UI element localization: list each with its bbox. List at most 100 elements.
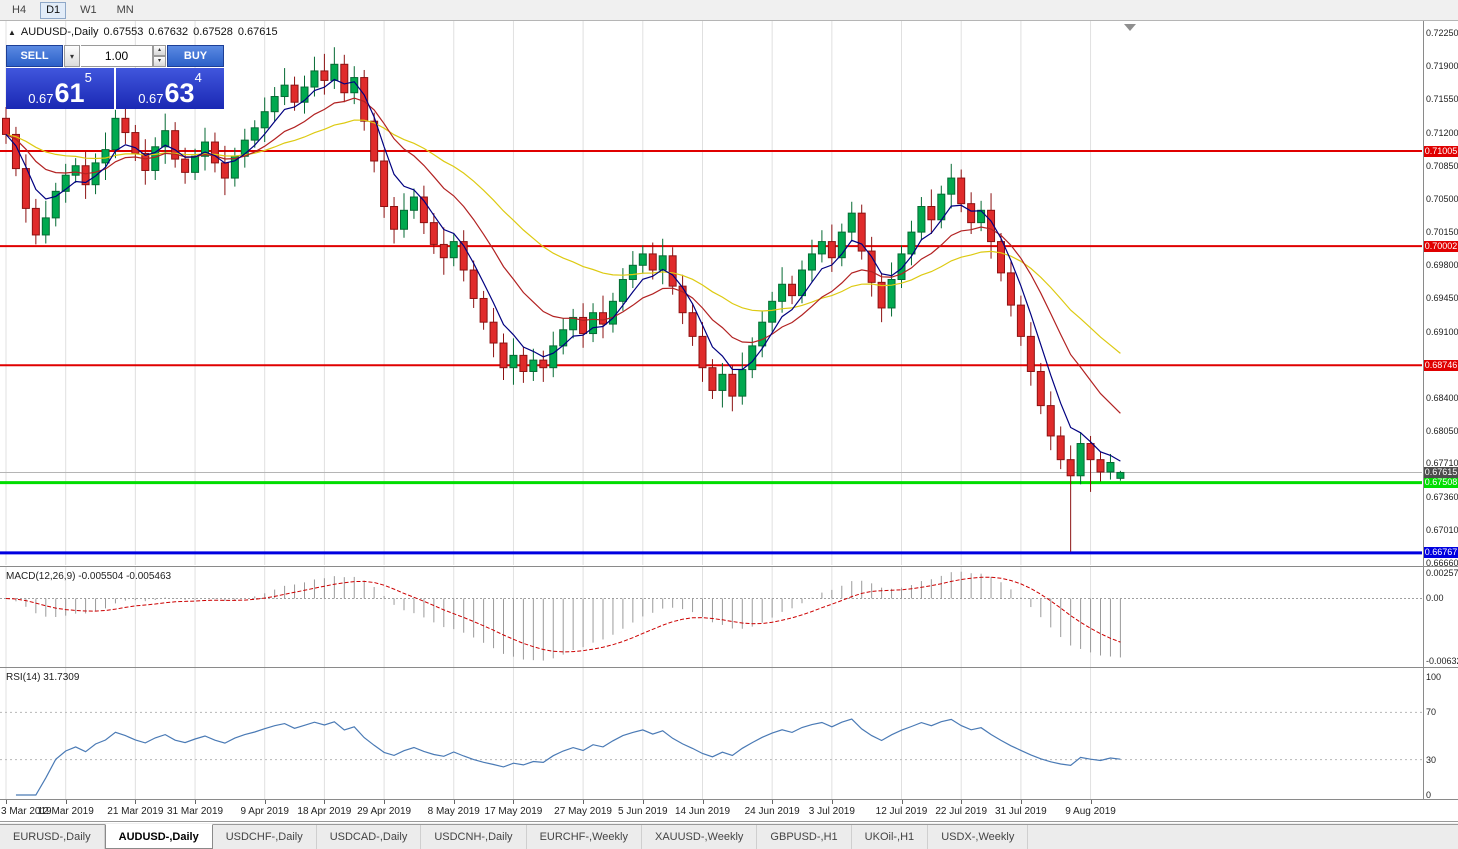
horizontal-levels-layer[interactable] <box>0 150 1422 555</box>
time-tick <box>772 800 774 804</box>
volume-dropdown-button[interactable]: ▾ <box>64 45 80 67</box>
pane-separator[interactable] <box>0 799 1458 800</box>
price-axis-label: 0.69100 <box>1426 326 1458 337</box>
price-axis-label: 0.69800 <box>1426 260 1458 271</box>
time-axis[interactable]: 3 Mar 2019 12 Mar 2019 21 Mar 2019 31 Mar 2… <box>0 800 1422 821</box>
time-tick <box>264 800 266 804</box>
macd-pane[interactable] <box>0 567 1422 667</box>
bid-price-display[interactable]: 0.67 61 5 <box>6 68 114 109</box>
chart-tab-xauusd[interactable]: XAUUSD-,Weekly <box>642 825 758 849</box>
time-axis-label: 8 May 2019 <box>427 806 480 817</box>
volume-input[interactable] <box>81 45 153 67</box>
time-tick <box>453 800 455 804</box>
price-scale[interactable]: 0.72250 0.71900 0.71550 0.71200 0.70850 0.705… <box>1423 21 1458 800</box>
bid-prefix: 0.67 <box>28 91 54 106</box>
ohlc-close: 0.67615 <box>237 26 278 38</box>
pane-separator[interactable] <box>0 667 1458 668</box>
price-axis-label: 0.68400 <box>1426 393 1458 404</box>
chart-tab-usdcnh[interactable]: USDCNH-,Daily <box>421 825 527 849</box>
chart-tab-bar: EURUSD-,Daily AUDUSD-,Daily USDCHF-,Daily U… <box>0 824 1458 849</box>
symbol-marker-icon: ▲ <box>8 27 16 37</box>
time-axis-label: 31 Jul 2019 <box>995 806 1047 817</box>
chart-tab-audusd[interactable]: AUDUSD-,Daily <box>104 824 213 849</box>
pane-separator[interactable] <box>0 566 1458 567</box>
price-axis-label: 0.72250 <box>1426 28 1458 38</box>
timeframe-button-mn[interactable]: MN <box>111 2 140 19</box>
time-axis-label: 12 Jul 2019 <box>875 806 928 817</box>
macd-axis-label: 0.002574 <box>1426 568 1458 578</box>
price-chart-pane[interactable] <box>0 21 1422 565</box>
price-axis-label: 0.71200 <box>1426 127 1458 138</box>
rsi-pane[interactable] <box>0 668 1422 799</box>
time-axis-label: 9 Aug 2019 <box>1065 806 1116 817</box>
chart-symbol-title: AUDUSD-,Daily <box>20 26 99 38</box>
rsi-axis-label: 70 <box>1426 707 1437 718</box>
rsi-label: RSI(14) 31.7309 <box>6 672 80 683</box>
bid-pipette: 5 <box>84 70 92 85</box>
chart-bottom-border <box>0 821 1458 822</box>
chart-tab-eurchf[interactable]: EURCHF-,Weekly <box>527 825 642 849</box>
time-tick <box>642 800 644 804</box>
macd-histogram <box>15 571 1121 661</box>
time-tick <box>324 800 326 804</box>
buy-button[interactable]: BUY <box>167 45 224 67</box>
time-axis-label: 14 Jun 2019 <box>674 806 731 817</box>
time-axis-label: 17 May 2019 <box>484 806 543 817</box>
current-price-tag: 0.67615 <box>1424 466 1458 478</box>
time-tick <box>1090 800 1092 804</box>
time-tick <box>583 800 585 804</box>
time-tick <box>65 800 67 804</box>
time-axis-label: 29 Apr 2019 <box>357 806 412 817</box>
price-axis-label: 0.66660 <box>1426 558 1458 568</box>
volume-decrement-button[interactable]: ▾ <box>153 56 166 67</box>
level-price-tag[interactable]: 0.67508 <box>1424 477 1458 489</box>
price-axis-label: 0.68050 <box>1426 426 1458 437</box>
ask-price-display[interactable]: 0.67 63 4 <box>116 68 224 109</box>
ask-pipette: 4 <box>194 70 202 85</box>
level-price-tag[interactable]: 0.68746 <box>1424 359 1458 371</box>
moving-averages-layer <box>5 78 1121 462</box>
time-axis-label: 5 Jun 2019 <box>618 806 668 817</box>
level-price-tag[interactable]: 0.70002 <box>1424 240 1458 252</box>
chart-tab-ukoil[interactable]: UKOil-,H1 <box>852 825 929 849</box>
volume-increment-button[interactable]: ▴ <box>153 45 166 56</box>
timeframe-button-d1[interactable]: D1 <box>40 1 67 19</box>
time-tick <box>831 800 833 804</box>
chart-tab-usdx[interactable]: USDX-,Weekly <box>928 825 1029 849</box>
level-price-tag[interactable]: 0.66767 <box>1424 547 1458 559</box>
chart-tab-usdcad[interactable]: USDCAD-,Daily <box>317 825 422 849</box>
rsi-axis-label: 100 <box>1426 672 1442 682</box>
chart-shift-marker[interactable] <box>1124 24 1136 31</box>
price-axis-label: 0.70850 <box>1426 160 1458 171</box>
time-tick <box>513 800 515 804</box>
chart-tab-gbpusd[interactable]: GBPUSD-,H1 <box>757 825 852 849</box>
time-tick <box>135 800 137 804</box>
price-axis-label: 0.67710 <box>1426 458 1458 469</box>
chart-tab-usdchf[interactable]: USDCHF-,Daily <box>213 825 317 849</box>
rsi-axis-label: 30 <box>1426 754 1437 765</box>
price-axis-label: 0.71550 <box>1426 94 1458 105</box>
sell-button[interactable]: SELL <box>6 45 63 67</box>
macd-axis-label: -0.00632 <box>1426 656 1458 666</box>
timeframe-toolbar: H4 D1 W1 MN <box>0 0 1458 21</box>
time-tick <box>195 800 197 804</box>
ask-prefix: 0.67 <box>138 91 164 106</box>
price-axis-label: 0.67360 <box>1426 491 1458 502</box>
time-axis-label: 12 Mar 2019 <box>37 806 94 817</box>
candles-layer <box>2 47 1125 552</box>
macd-label: MACD(12,26,9) -0.005504 -0.005463 <box>6 571 172 582</box>
level-price-tag[interactable]: 0.71005 <box>1424 145 1458 157</box>
time-axis-label: 31 Mar 2019 <box>166 806 224 817</box>
chart-tab-eurusd[interactable]: EURUSD-,Daily <box>0 825 105 849</box>
timeframe-button-w1[interactable]: W1 <box>74 2 103 19</box>
macd-axis-label: 0.00 <box>1426 593 1444 604</box>
time-axis-label: 3 Mar 2019 <box>1 806 52 817</box>
price-axis-label: 0.70500 <box>1426 193 1458 204</box>
time-tick <box>901 800 903 804</box>
ohlc-open: 0.67553 <box>103 26 144 38</box>
price-axis-label: 0.67010 <box>1426 524 1458 535</box>
rsi-axis-label: 0 <box>1426 790 1432 800</box>
timeframe-button-h4[interactable]: H4 <box>6 2 32 19</box>
time-tick <box>384 800 386 804</box>
